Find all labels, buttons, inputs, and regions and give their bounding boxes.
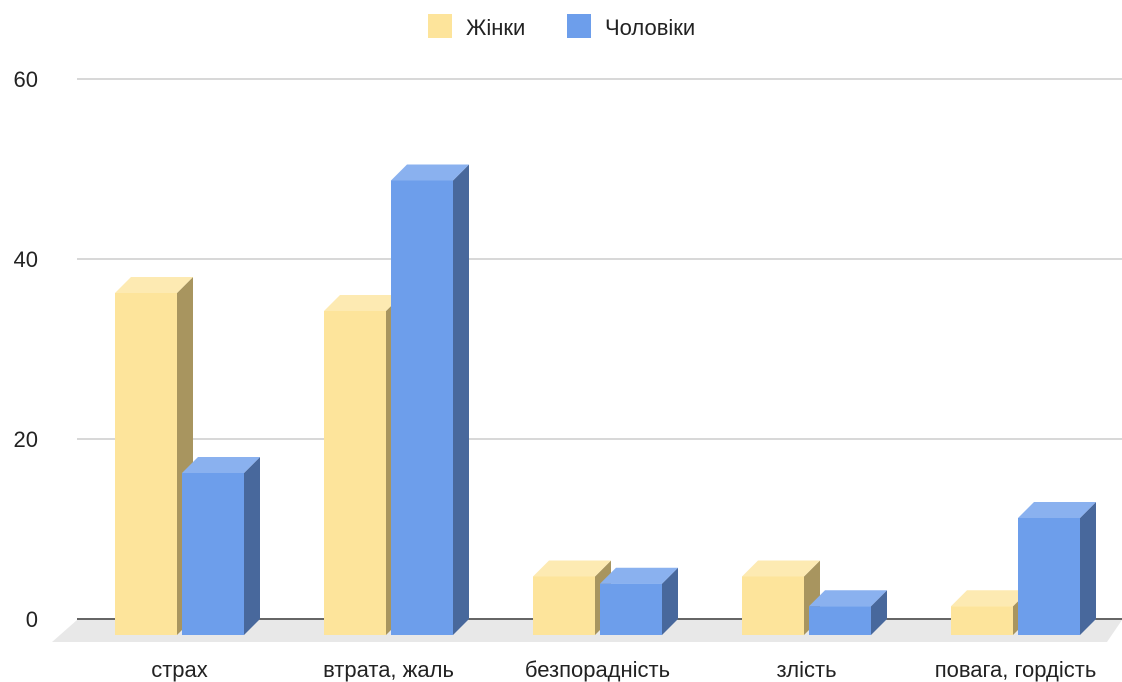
legend-item: Чоловіки [567, 14, 695, 40]
x-category-label: втрата, жаль [323, 657, 454, 682]
bar-front [391, 180, 453, 635]
bar-top [809, 590, 887, 607]
bar-front [182, 473, 244, 635]
bar-front [1018, 518, 1080, 635]
bar-top [115, 277, 193, 293]
bar-front [809, 606, 871, 635]
bar-front [600, 583, 662, 635]
bar-top [182, 457, 260, 473]
y-tick-label: 40 [14, 247, 38, 272]
x-category-label: повага, гордість [935, 657, 1097, 682]
bar [115, 277, 193, 635]
legend-item: Жінки [428, 14, 525, 40]
bar-top [391, 164, 469, 181]
bar-top [951, 590, 1029, 607]
legend-swatch [428, 14, 452, 38]
x-category-label: злість [776, 657, 836, 682]
bar-side [453, 164, 469, 635]
legend: Жінки Чоловіки [428, 14, 695, 40]
x-category-label: страх [151, 657, 208, 682]
bar-side [662, 567, 678, 635]
x-axis-categories: страх втрата, жаль безпорадність злість пова… [151, 657, 1096, 682]
bar-front [533, 576, 595, 635]
y-tick-label: 60 [14, 67, 38, 92]
y-tick-label: 0 [26, 607, 38, 632]
bar [742, 560, 820, 635]
bar-side [871, 590, 887, 635]
bar-side [244, 457, 260, 635]
bar [324, 295, 402, 635]
legend-swatch [567, 14, 591, 38]
gridlines [77, 78, 1122, 440]
bar [533, 560, 611, 635]
bar-top [533, 560, 611, 577]
y-axis-ticks: 0 20 40 60 [14, 67, 38, 632]
bar-top [600, 567, 678, 584]
bar [1018, 502, 1096, 635]
bar [600, 567, 678, 635]
bar [391, 164, 469, 635]
y-tick-label: 20 [14, 427, 38, 452]
bar-side [1080, 502, 1096, 635]
legend-label: Жінки [466, 15, 525, 40]
bar-front [115, 293, 177, 635]
bar-front [742, 576, 804, 635]
bar-top [324, 295, 402, 311]
bar-front [951, 606, 1013, 635]
x-category-label: безпорадність [525, 657, 670, 682]
bar [951, 590, 1029, 635]
bar-front [324, 311, 386, 635]
bars [115, 164, 1096, 635]
bar-top [742, 560, 820, 577]
bar-top [1018, 502, 1096, 518]
bar [809, 590, 887, 635]
bar [182, 457, 260, 635]
legend-label: Чоловіки [605, 15, 695, 40]
